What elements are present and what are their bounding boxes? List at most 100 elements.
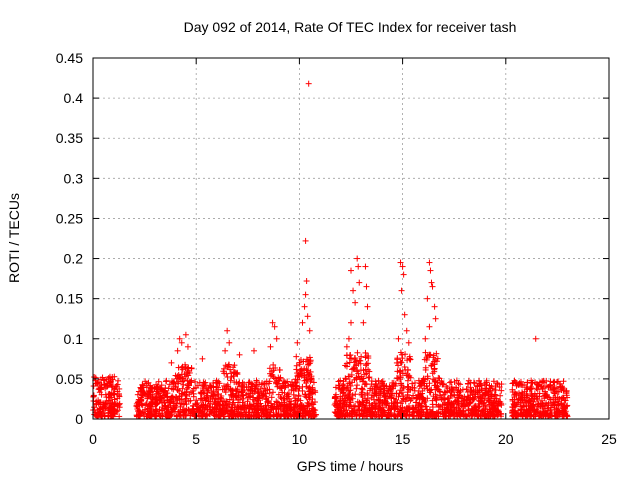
data-point	[353, 385, 360, 392]
data-point	[226, 339, 233, 346]
data-point	[348, 319, 354, 326]
data-point	[348, 355, 355, 362]
data-point	[348, 267, 354, 274]
data-point	[111, 405, 118, 412]
data-point	[364, 303, 371, 310]
data-point	[404, 377, 411, 384]
data-point	[305, 80, 312, 87]
data-point	[221, 382, 228, 389]
data-point	[222, 347, 229, 354]
data-point	[215, 398, 222, 405]
y-tick-label: 0.25	[56, 210, 83, 226]
data-point	[398, 287, 405, 294]
data-point	[293, 362, 300, 369]
chart-title: Day 092 of 2014, Rate Of TEC Index for r…	[184, 19, 517, 35]
data-point	[405, 339, 412, 346]
data-point	[293, 353, 300, 360]
data-point	[303, 377, 310, 384]
data-point	[193, 397, 200, 404]
data-point	[107, 412, 114, 419]
data-point	[265, 402, 272, 409]
data-point	[92, 374, 99, 381]
data-point	[352, 299, 359, 306]
data-point	[356, 279, 363, 286]
x-tick-label: 15	[395, 431, 411, 447]
data-point	[401, 311, 408, 318]
data-point	[301, 303, 308, 310]
data-point	[457, 381, 464, 388]
data-point	[428, 279, 435, 286]
data-point	[111, 386, 118, 393]
data-point	[115, 377, 122, 384]
data-point	[360, 319, 367, 326]
data-point	[100, 401, 107, 408]
data-point	[194, 400, 201, 407]
data-point	[192, 384, 199, 391]
data-point	[426, 259, 433, 266]
data-point	[107, 400, 114, 407]
data-point	[116, 413, 123, 420]
y-tick-label: 0.3	[64, 170, 84, 186]
data-point	[346, 359, 353, 366]
data-point	[427, 267, 434, 274]
data-point	[404, 366, 411, 373]
data-point	[183, 401, 190, 408]
data-point	[187, 397, 194, 404]
data-point	[350, 287, 357, 294]
data-point	[497, 392, 504, 399]
data-point	[94, 379, 101, 386]
data-point	[90, 392, 97, 399]
data-point	[152, 407, 159, 414]
data-point	[239, 392, 246, 399]
data-point	[227, 366, 234, 373]
data-point	[97, 399, 104, 406]
x-tick-label: 20	[498, 431, 514, 447]
data-point	[343, 352, 350, 359]
data-point	[209, 390, 216, 397]
y-tick-label: 0.2	[64, 251, 84, 267]
y-tick-label: 0	[75, 411, 83, 427]
x-tick-label: 5	[192, 431, 200, 447]
data-point	[101, 381, 108, 388]
data-point	[182, 398, 189, 405]
data-point	[228, 392, 235, 399]
data-point	[107, 377, 114, 384]
y-axis-label: ROTI / TECUs	[6, 193, 22, 283]
data-point	[303, 278, 310, 285]
x-tick-label: 25	[601, 431, 617, 447]
data-point	[426, 323, 433, 330]
data-point	[109, 383, 116, 390]
data-point	[269, 389, 276, 396]
data-point	[96, 386, 103, 393]
x-tick-label: 10	[292, 431, 308, 447]
data-point	[532, 335, 539, 342]
data-point	[343, 343, 350, 350]
data-point	[236, 351, 243, 358]
data-point	[168, 359, 175, 366]
data-point	[106, 404, 113, 411]
data-point	[96, 379, 103, 386]
y-tick-label: 0.05	[56, 371, 83, 387]
data-point	[93, 400, 100, 407]
data-point	[395, 335, 402, 342]
data-point	[181, 389, 188, 396]
data-point	[106, 374, 113, 381]
y-tick-label: 0.45	[56, 50, 83, 66]
data-point	[296, 385, 303, 392]
data-point	[295, 372, 302, 379]
data-point	[107, 394, 114, 401]
data-point	[156, 390, 163, 397]
data-point	[162, 378, 169, 385]
data-point	[142, 378, 149, 385]
data-point	[250, 347, 257, 354]
data-point	[105, 397, 112, 404]
data-point	[362, 354, 369, 361]
data-point	[354, 382, 361, 389]
data-point	[90, 383, 97, 390]
data-point	[432, 315, 439, 322]
y-tick-label: 0.35	[56, 130, 83, 146]
data-point	[429, 283, 436, 290]
grid-lines	[93, 58, 609, 419]
data-point	[102, 391, 109, 398]
